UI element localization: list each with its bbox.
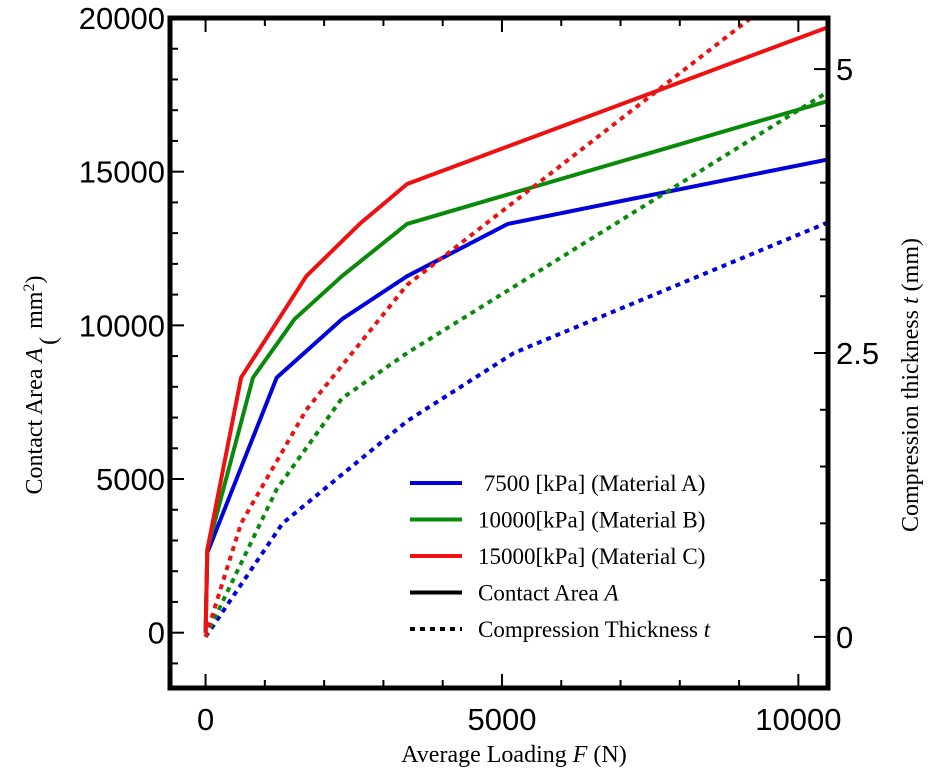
- y-left-axis-title-unit: mm: [22, 291, 48, 329]
- y-right-axis-title-var: t: [898, 296, 924, 304]
- x-axis-title-var: F: [572, 742, 588, 768]
- tick-labels: 0 5000 10000 0 5000 10000 15000 20000 0 2.5 5: [79, 1, 879, 737]
- legend-label: 7500 [kPa] (Material A): [478, 471, 705, 496]
- y-right-axis-title: Compression thickness t (mm): [898, 238, 924, 532]
- legend-label: Contact Area A: [478, 581, 619, 606]
- y-right-tick-label: 5: [836, 52, 853, 87]
- y-left-axis-title-unit-open: (: [36, 337, 62, 345]
- y-left-tick-label: 20000: [79, 1, 165, 36]
- series-layer: [203, 18, 828, 639]
- legend: 7500 [kPa] (Material A) 10000[kPa] (Mater…: [410, 471, 711, 642]
- axes-layer: [167, 15, 831, 691]
- y-left-tick-label: 10000: [79, 308, 165, 343]
- y-left-tick-label: 0: [148, 616, 165, 651]
- x-tick-label: 0: [197, 702, 214, 737]
- y-right-tick-label: 0: [836, 620, 853, 655]
- y-right-tick-label: 2.5: [836, 336, 879, 371]
- x-tick-label: 10000: [755, 702, 841, 737]
- series-line-area-3: [203, 25, 828, 633]
- legend-label: 15000[kPa] (Material C): [478, 544, 705, 569]
- y-left-axis-title-var: A: [22, 348, 48, 365]
- x-axis-title: Average Loading F (N): [401, 742, 626, 768]
- series-line-thickness-2: [203, 90, 828, 638]
- y-right-axis-title-prefix: Compression thickness: [898, 304, 924, 532]
- y-left-tick-label: 5000: [96, 462, 165, 497]
- y-left-axis-title-unit-sup: 2: [21, 284, 38, 292]
- x-axis-title-prefix: Average Loading: [401, 742, 572, 768]
- y-left-axis-title-prefix: Contact Area: [22, 363, 48, 495]
- y-left-axis-title-unit-close: ): [22, 276, 48, 284]
- legend-label: 10000[kPa] (Material B): [478, 508, 705, 533]
- x-axis-title-unit: (N): [587, 742, 626, 768]
- x-tick-label: 5000: [467, 702, 536, 737]
- y-left-tick-label: 15000: [79, 155, 165, 190]
- y-left-axis-title: Contact Area A ( mm2): [21, 276, 62, 495]
- series-line-thickness-1: [203, 220, 828, 639]
- y-right-axis-title-unit: (mm): [898, 238, 924, 297]
- legend-label: Compression Thickness t: [478, 617, 711, 642]
